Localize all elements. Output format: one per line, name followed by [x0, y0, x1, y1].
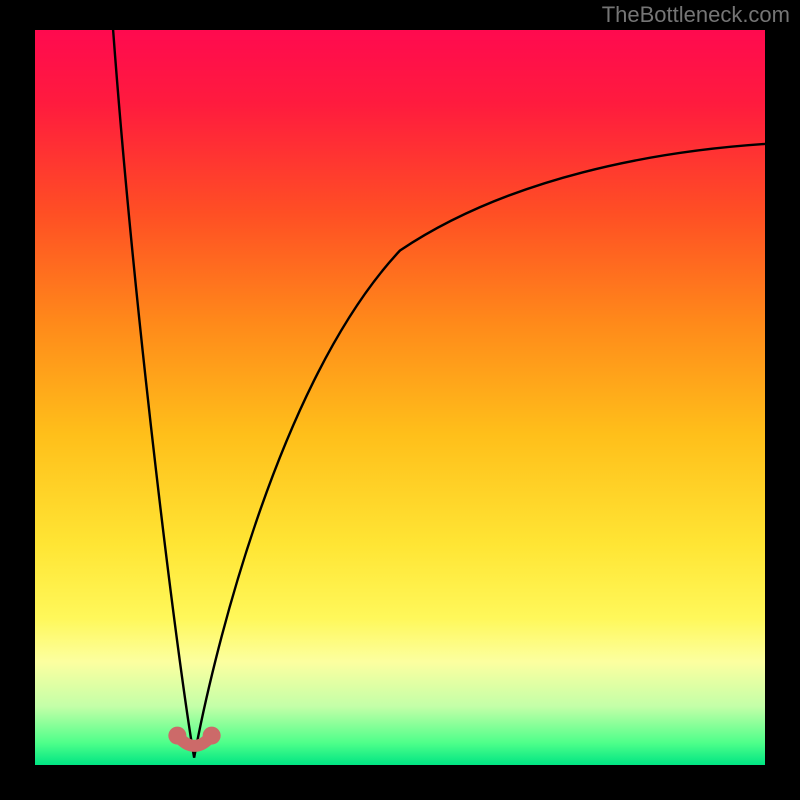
- watermark-label: TheBottleneck.com: [602, 2, 790, 28]
- marker-point-right: [203, 727, 221, 745]
- marker-point-left: [168, 727, 186, 745]
- bottleneck-chart: [0, 0, 800, 800]
- plot-background: [35, 30, 765, 765]
- chart-container: TheBottleneck.com: [0, 0, 800, 800]
